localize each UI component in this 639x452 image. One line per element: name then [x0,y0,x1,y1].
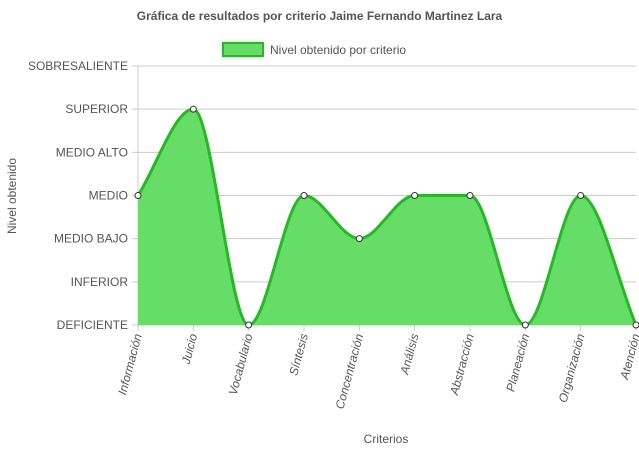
data-point[interactable] [466,192,474,199]
x-tick-label: Juicio [179,332,201,367]
y-tick-label: MEDIO [89,189,128,203]
data-point[interactable] [245,321,253,329]
data-point[interactable] [577,192,585,199]
data-point[interactable] [411,192,419,199]
y-tick-label: SOBRESALIENTE [28,59,128,73]
data-point[interactable] [355,235,363,243]
y-tick-label: INFERIOR [71,275,129,289]
x-tick-label: Vocabulario [226,332,256,397]
x-axis-title: Criterios [364,432,409,446]
data-point[interactable] [521,321,529,329]
x-tick-label: Síntesis [286,332,311,377]
data-point[interactable] [300,192,308,199]
x-tick-label: Atención [617,332,639,382]
data-points [134,105,639,329]
y-axis-title: Nivel obtenido [5,158,19,234]
x-tick-label: Análisis [397,332,421,377]
data-series [136,107,638,327]
y-axis-ticks: DEFICIENTE INFERIOR MEDIO BAJO MEDIO MEDIO A… [28,59,128,332]
legend-label: Nivel obtenido por criterio [270,43,406,57]
chart-title: Gráfica de resultados por criterio Jaime… [137,9,503,23]
legend-swatch [222,42,264,57]
x-tick-label: Abstracción [447,332,477,397]
x-tick-label: Información [115,332,145,396]
data-point[interactable] [189,105,197,113]
y-tick-label: MEDIO ALTO [56,145,128,159]
series-line [136,107,638,327]
x-tick-label: Concentración [333,332,367,411]
y-tick-label: DEFICIENTE [57,318,128,332]
y-tick-label: SUPERIOR [65,102,128,116]
data-point[interactable] [134,192,142,199]
legend[interactable]: Nivel obtenido por criterio [222,42,406,57]
x-axis-ticks: Información Juicio Vocabulario Síntesis Conc… [115,332,639,411]
data-point[interactable] [632,321,639,329]
x-tick-label: Organización [556,332,588,404]
x-tick-label: Planeación [503,332,532,393]
y-tick-label: MEDIO BAJO [54,232,128,246]
